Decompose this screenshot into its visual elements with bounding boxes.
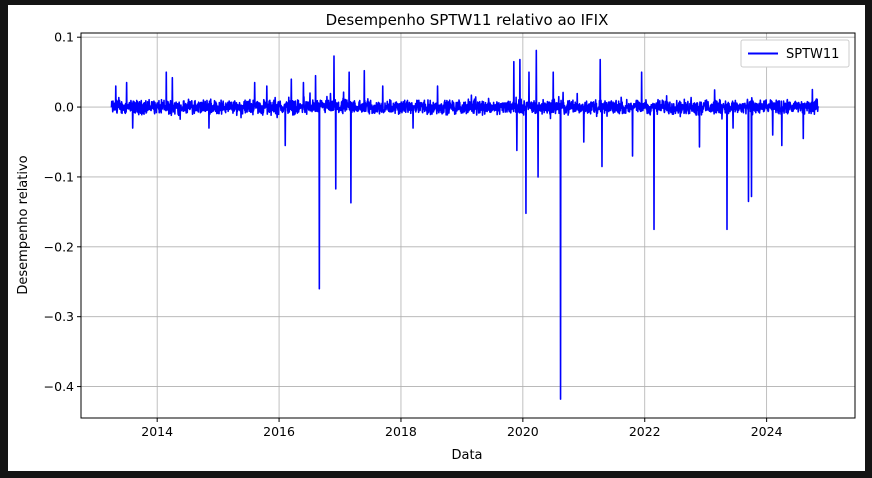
legend: SPTW11: [740, 39, 850, 68]
chart-figure: Desempenho SPTW11 relativo ao IFIX 2014 2…: [8, 5, 865, 471]
y-tick-label: 0.1: [54, 30, 74, 45]
y-tick-label: −0.2: [44, 239, 74, 254]
y-tick-label: −0.4: [44, 379, 74, 394]
legend-label: SPTW11: [786, 47, 839, 62]
grid-lines: [81, 33, 855, 418]
x-tick-label: 2020: [507, 424, 539, 439]
x-tick-label: 2022: [629, 424, 661, 439]
series-line-sptw11: [110, 49, 820, 400]
legend-box: [740, 39, 850, 68]
y-axis-label: Desempenho relativo: [16, 155, 31, 294]
axis-ticks: 2014 2016 2018 2020 2022 2024 0.1 0.0 −0.1 −0.2 −0…: [44, 30, 783, 439]
x-tick-label: 2014: [141, 424, 173, 439]
series-layer: [110, 49, 820, 400]
x-tick-label: 2016: [263, 424, 295, 439]
y-tick-label: 0.0: [54, 100, 74, 115]
plot-area-frame: [80, 32, 856, 419]
line-chart: Desempenho SPTW11 relativo ao IFIX 2014 2…: [16, 11, 856, 463]
x-axis-label: Data: [451, 448, 482, 463]
chart-title: Desempenho SPTW11 relativo ao IFIX: [326, 11, 609, 29]
y-tick-label: −0.3: [44, 309, 74, 324]
x-tick-label: 2018: [385, 424, 417, 439]
y-tick-label: −0.1: [44, 169, 74, 184]
x-tick-label: 2024: [751, 424, 783, 439]
